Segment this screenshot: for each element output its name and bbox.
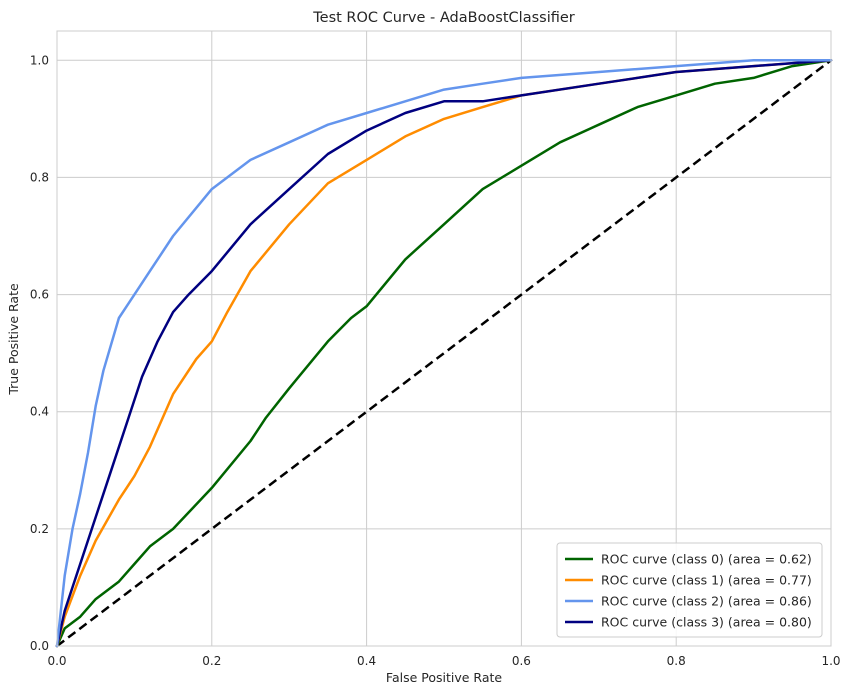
legend-box <box>556 542 823 638</box>
x-tick-label: 0.8 <box>667 654 686 668</box>
y-tick-label: 0.6 <box>30 288 49 302</box>
legend-label: ROC curve (class 2) (area = 0.86) <box>601 594 812 609</box>
y-tick-label: 0.0 <box>30 639 49 653</box>
legend: ROC curve (class 0) (area = 0.62) ROC cur… <box>556 542 823 638</box>
y-axis-label: True Positive Rate <box>6 283 21 396</box>
y-tick-label: 0.8 <box>30 170 49 184</box>
roc-curve-class-2 <box>55 59 833 648</box>
chart-title: Test ROC Curve - AdaBoostClassifier <box>312 10 575 26</box>
curves <box>55 59 833 648</box>
y-tick-labels: 0.0 0.2 0.4 0.6 0.8 1.0 <box>30 53 49 653</box>
plot-frame <box>56 30 832 647</box>
legend-label: ROC curve (class 3) (area = 0.80) <box>601 615 812 630</box>
y-tick-label: 0.2 <box>30 522 49 536</box>
y-tick-label: 1.0 <box>30 53 49 67</box>
y-tick-label: 0.4 <box>30 405 49 419</box>
x-axis-label: False Positive Rate <box>386 670 502 685</box>
x-tick-label: 0.0 <box>47 654 66 668</box>
x-tick-label: 0.6 <box>512 654 531 668</box>
x-tick-label: 0.2 <box>202 654 221 668</box>
legend-label: ROC curve (class 0) (area = 0.62) <box>601 552 812 567</box>
grid <box>56 31 832 647</box>
roc-curve-class-0 <box>55 59 833 648</box>
chance-diagonal-line <box>56 59 832 647</box>
x-tick-labels: 0.0 0.2 0.4 0.6 0.8 1.0 <box>47 654 840 668</box>
roc-curve-class-3 <box>55 59 833 648</box>
legend-label: ROC curve (class 1) (area = 0.77) <box>601 573 812 588</box>
x-tick-label: 1.0 <box>821 654 840 668</box>
x-tick-label: 0.4 <box>357 654 376 668</box>
